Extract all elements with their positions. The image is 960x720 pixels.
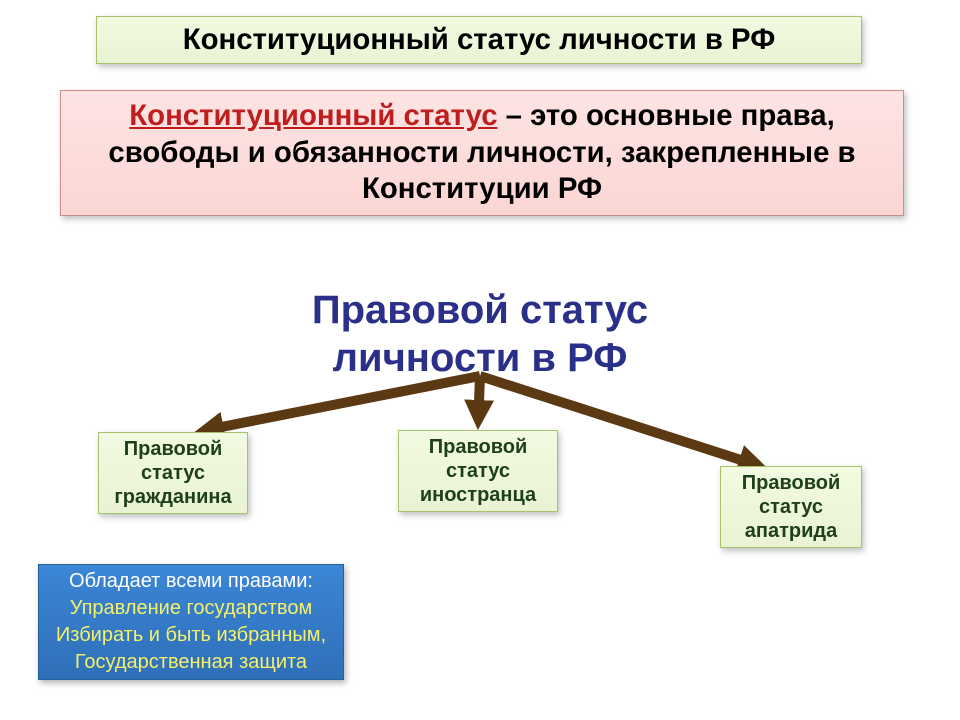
branch-box-foreigner: Правовойстатусиностранца <box>398 430 558 512</box>
branch-line: Правовой <box>429 435 528 459</box>
definition-term: Конституционный статус <box>129 99 497 132</box>
branch-line: статус <box>759 495 823 519</box>
note-line: Избирать и быть избранным, <box>56 622 326 649</box>
note-title: Обладает всеми правами: <box>69 568 313 595</box>
note-box: Обладает всеми правами: Управление госуд… <box>38 564 344 680</box>
branch-line: Правовой <box>124 437 223 461</box>
definition-box: Конституционный статус – это основные пр… <box>60 90 904 216</box>
page-title: Конституционный статус личности в РФ <box>183 23 776 57</box>
page-title-box: Конституционный статус личности в РФ <box>96 16 862 64</box>
branch-box-apatrid: Правовойстатусапатрида <box>720 466 862 548</box>
center-title-line2: личности в РФ <box>333 334 628 382</box>
definition-text: Конституционный статус – это основные пр… <box>61 98 903 208</box>
branch-line: иностранца <box>420 483 536 507</box>
branch-line: гражданина <box>114 485 231 509</box>
branch-line: статус <box>446 459 510 483</box>
branch-line: статус <box>141 461 205 485</box>
branch-line: Правовой <box>742 471 841 495</box>
center-title: Правовой статус личности в РФ <box>0 286 960 382</box>
note-line: Управление государством <box>70 595 312 622</box>
branch-line: апатрида <box>745 519 837 543</box>
note-line: Государственная защита <box>75 649 307 676</box>
center-title-line1: Правовой статус <box>312 286 648 334</box>
branch-box-citizen: Правовойстатусгражданина <box>98 432 248 514</box>
